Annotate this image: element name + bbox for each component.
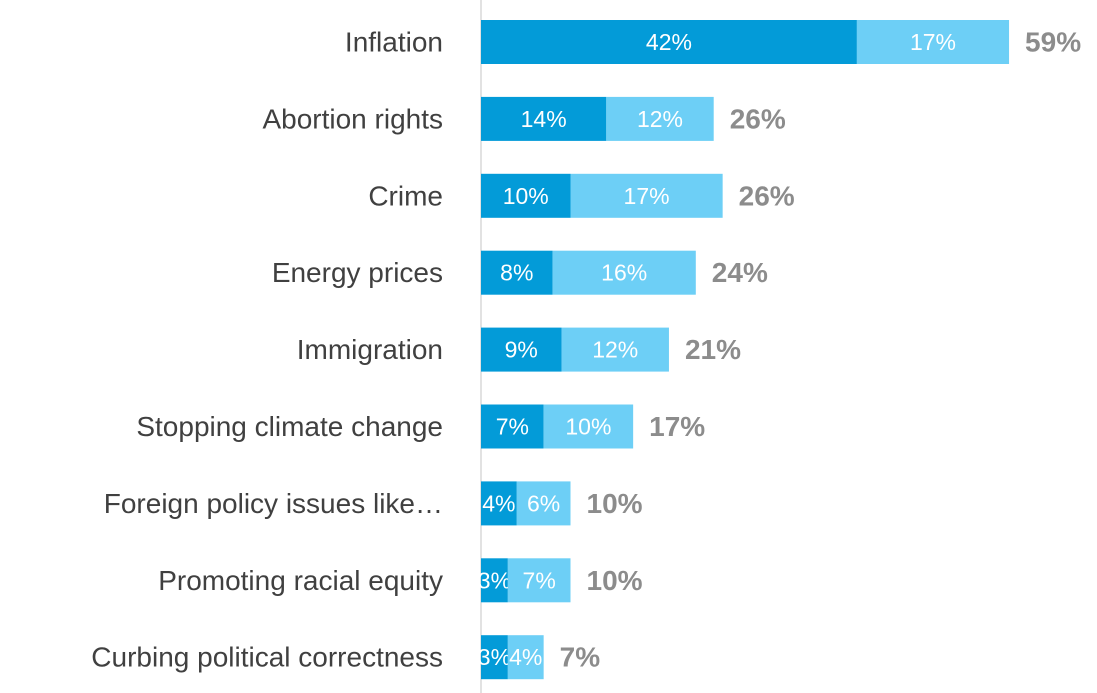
category-label: Abortion rights (262, 103, 443, 134)
segment-label: 3% (478, 567, 511, 593)
segment-label: 7% (496, 414, 529, 440)
segment-label: 12% (592, 337, 638, 363)
category-label: Inflation (345, 27, 443, 58)
bar-segment (481, 481, 517, 526)
bar-segment (570, 173, 723, 218)
bar-segment (856, 20, 1010, 64)
segment-label: 14% (521, 106, 567, 132)
total-label: 10% (587, 565, 643, 596)
category-label: Crime (368, 180, 443, 211)
segment-label: 10% (565, 414, 611, 440)
bar-segment (606, 96, 714, 141)
segment-label: 42% (646, 29, 692, 55)
bar-segment (481, 250, 553, 295)
category-label: Stopping climate change (136, 411, 443, 442)
bar-segment (481, 327, 562, 372)
total-label: 21% (685, 334, 741, 365)
category-label: Immigration (297, 334, 443, 365)
category-label: Curbing political correctness (91, 642, 443, 673)
segment-label: 7% (523, 567, 556, 593)
segment-label: 9% (505, 337, 538, 363)
total-label: 7% (560, 642, 601, 673)
bar-segment (481, 404, 544, 449)
total-label: 17% (649, 411, 705, 442)
total-label: 26% (739, 180, 795, 211)
bar-segment (507, 635, 544, 680)
bar-segment (516, 481, 571, 526)
bar-segment (481, 558, 508, 603)
segment-label: 10% (503, 183, 549, 209)
segment-label: 3% (478, 644, 511, 670)
bar-segment (507, 558, 571, 603)
total-label: 26% (730, 103, 786, 134)
bar-segment (481, 635, 508, 680)
total-label: 10% (587, 488, 643, 519)
category-label: Promoting racial equity (158, 565, 443, 596)
segment-label: 6% (527, 490, 560, 516)
bar-segment (543, 404, 634, 449)
segment-label: 17% (910, 29, 956, 55)
segment-label: 12% (637, 106, 683, 132)
segment-label: 8% (500, 260, 533, 286)
total-label: 59% (1025, 27, 1081, 58)
bar-segment (561, 327, 669, 372)
segment-label: 16% (601, 260, 647, 286)
category-label: Foreign policy issues like… (104, 488, 443, 519)
category-label: Energy prices (272, 257, 443, 288)
bar-segment (552, 250, 696, 295)
bar-segment (481, 173, 571, 218)
segment-label: 4% (482, 490, 515, 516)
total-label: 24% (712, 257, 768, 288)
segment-label: 4% (509, 644, 542, 670)
segment-label: 17% (624, 183, 670, 209)
bar-segment (481, 96, 607, 141)
bar-segment (481, 20, 857, 64)
